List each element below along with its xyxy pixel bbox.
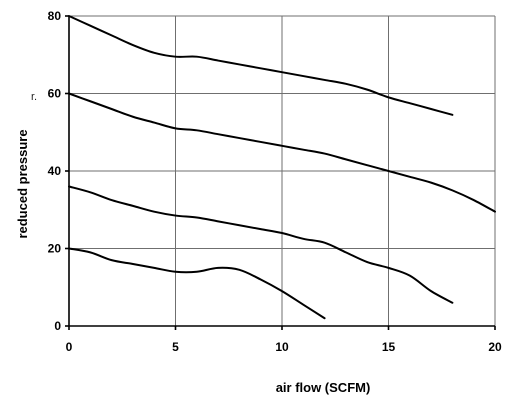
y-tick-label: 60: [48, 87, 62, 101]
x-axis-title: air flow (SCFM): [276, 380, 371, 395]
y-tick-label: 0: [54, 319, 61, 333]
stray-text-fragment: r.: [31, 91, 37, 103]
x-tick-label: 20: [488, 340, 502, 354]
y-tick-label: 40: [48, 164, 62, 178]
series-line-1: [68, 15, 454, 116]
y-tick-labels: 0 20 40 60 80: [48, 9, 62, 333]
series-line-2: [68, 92, 496, 213]
x-tick-label: 15: [382, 340, 396, 354]
axes: [65, 15, 496, 330]
x-tick-label: 0: [66, 340, 73, 354]
x-tick-labels: 0 5 10 15 20: [66, 340, 502, 354]
grid: [69, 15, 496, 326]
x-tick-label: 5: [172, 340, 179, 354]
series-lines: [68, 15, 496, 320]
series-line-3: [68, 185, 454, 304]
series-line-4: [68, 247, 326, 320]
x-tick-label: 10: [275, 340, 289, 354]
y-axis-title: reduced pressure: [15, 129, 30, 238]
y-tick-label: 80: [48, 9, 62, 23]
y-tick-label: 20: [48, 242, 62, 256]
